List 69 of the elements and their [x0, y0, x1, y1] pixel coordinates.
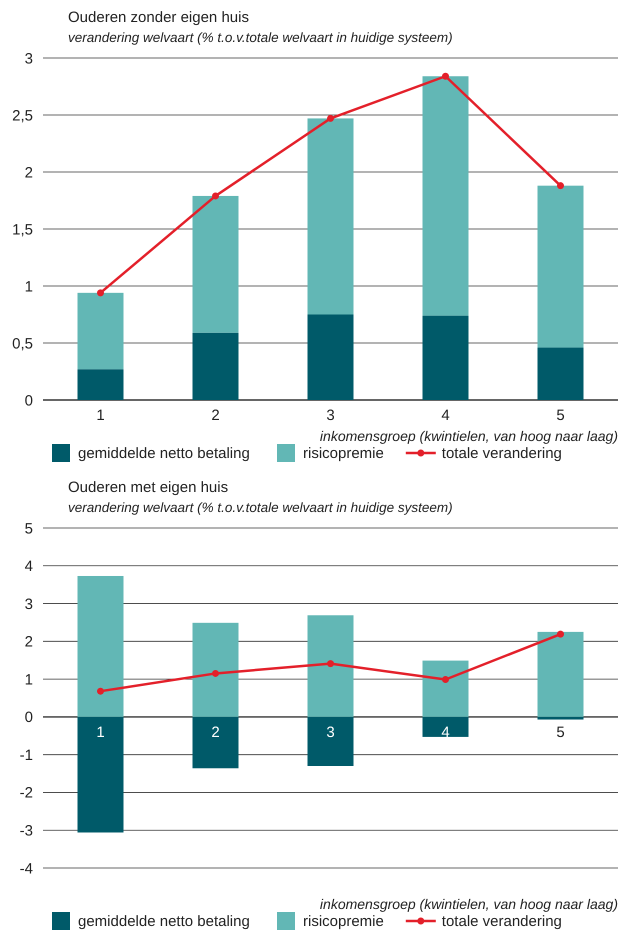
y-tick-label: 0	[24, 709, 33, 726]
point	[557, 182, 564, 190]
y-tick-label: 1,5	[12, 221, 33, 238]
x-tick-label: 4	[441, 724, 450, 741]
y-tick-label: 4	[24, 558, 33, 576]
y-tick-label: 0,5	[12, 335, 33, 352]
bar	[78, 369, 124, 400]
chart-subtitle: verandering welvaart (% t.o.v.totale welvaart in huidige systeem)	[68, 500, 453, 515]
legend-label: gemiddelde netto betaling	[78, 913, 250, 930]
legend-label: totale verandering	[442, 445, 562, 462]
x-tick-label: 3	[326, 724, 335, 741]
point	[327, 114, 334, 122]
bar	[192, 716, 238, 768]
bar	[192, 622, 238, 717]
bar	[538, 348, 584, 400]
x-axis-title: inkomensgroep (kwintielen, van hoog naar laag)	[320, 428, 618, 444]
bar	[308, 314, 354, 400]
x-tick-label: 2	[211, 724, 220, 741]
x-tick-label: 5	[556, 724, 565, 741]
x-tick-label: 4	[441, 407, 450, 424]
x-tick-label: 2	[211, 407, 220, 424]
bar	[192, 332, 238, 400]
point	[557, 630, 564, 638]
bar	[78, 292, 124, 370]
bar	[308, 716, 354, 766]
bar	[78, 716, 124, 832]
y-tick-label: 3	[24, 596, 33, 613]
y-tick-label: -1	[20, 746, 33, 764]
bar	[78, 576, 124, 717]
bar	[538, 632, 584, 717]
y-tick-label: 2	[24, 164, 33, 182]
bar	[308, 118, 354, 314]
x-tick-label: 3	[326, 407, 335, 424]
x-tick-label: 1	[96, 724, 105, 741]
bar	[192, 196, 238, 333]
y-tick-label: -4	[20, 860, 33, 878]
x-tick-label: 1	[96, 407, 105, 424]
legend-label: risicopremie	[303, 445, 384, 462]
bar	[538, 716, 584, 720]
point	[442, 676, 449, 683]
point	[212, 670, 219, 677]
point	[97, 688, 104, 695]
chart-title: Ouderen zonder eigen huis	[68, 9, 249, 26]
bar	[538, 186, 584, 348]
y-tick-label: 3	[24, 50, 33, 68]
y-tick-label: -2	[20, 784, 33, 802]
point	[327, 660, 334, 668]
chart-title: Ouderen met eigen huis	[68, 479, 228, 496]
point	[97, 289, 104, 296]
y-tick-label: 1	[24, 278, 33, 296]
bar	[308, 615, 354, 717]
x-tick-label: 5	[556, 407, 565, 424]
point	[212, 192, 219, 200]
bar	[422, 716, 468, 737]
legend-label: risicopremie	[303, 913, 384, 930]
chart-subtitle: verandering welvaart (% t.o.v.totale welvaart in huidige systeem)	[68, 30, 453, 45]
legend-label: gemiddelde netto betaling	[78, 445, 250, 462]
bar	[422, 76, 468, 316]
y-tick-label: 5	[24, 520, 33, 538]
y-tick-label: 0	[24, 392, 33, 410]
y-tick-label: 2	[24, 634, 33, 651]
legend-label: totale verandering	[442, 913, 562, 930]
bar	[422, 316, 468, 400]
point	[442, 72, 449, 80]
bar	[422, 660, 468, 717]
y-tick-label: 2,5	[12, 107, 33, 124]
y-tick-label: 1	[24, 671, 33, 688]
x-axis-title: inkomensgroep (kwintielen, van hoog naar laag)	[320, 896, 618, 912]
y-tick-label: -3	[20, 822, 33, 840]
